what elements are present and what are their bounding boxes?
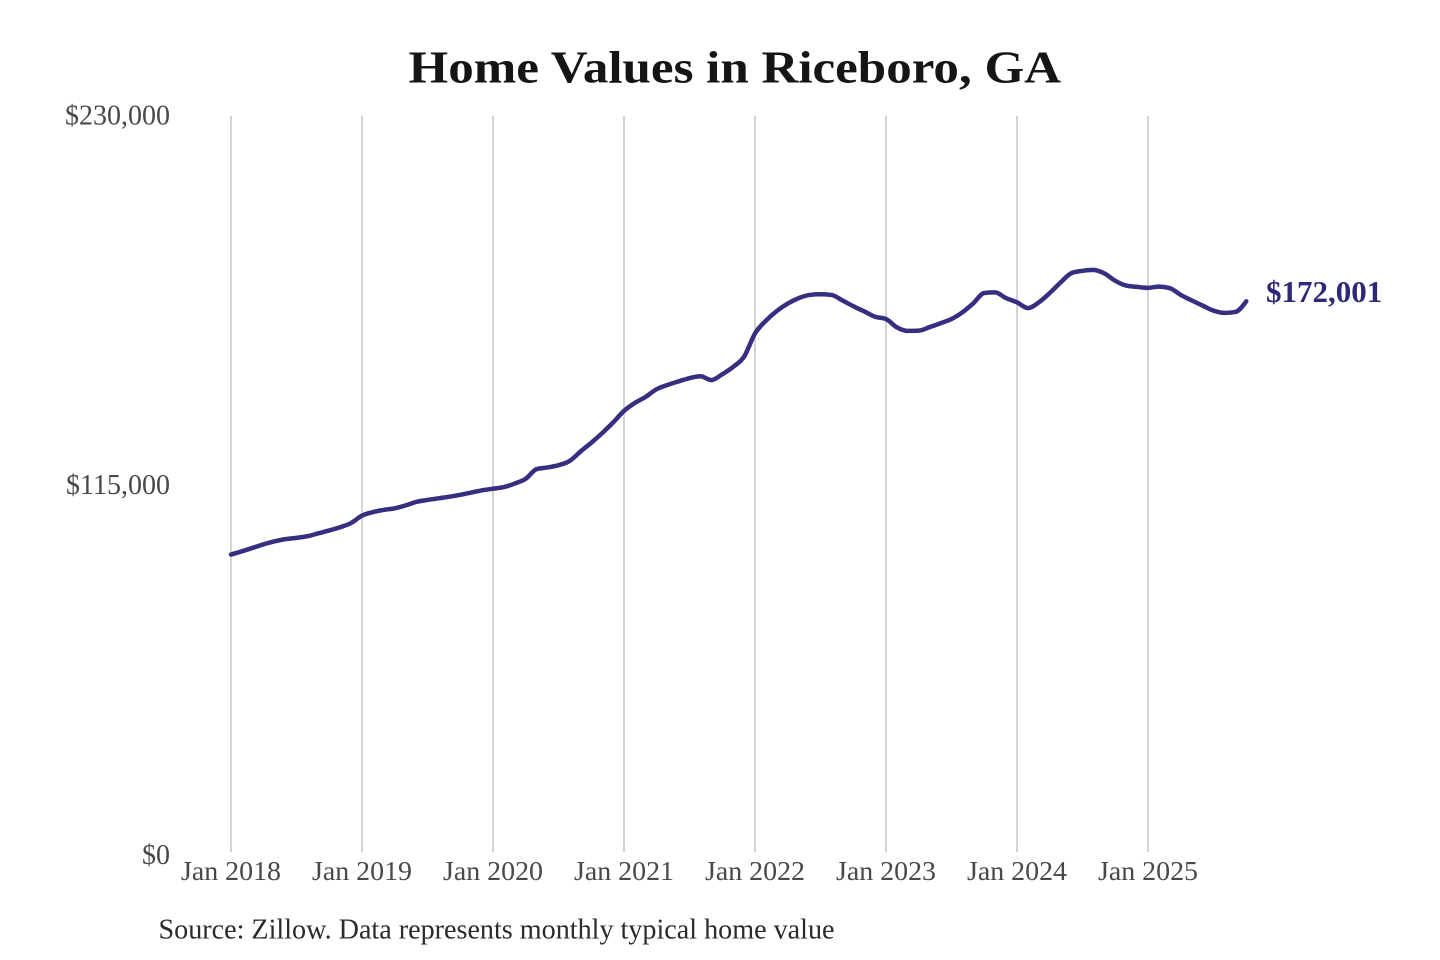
svg-text:Jan 2024: Jan 2024 bbox=[967, 856, 1068, 886]
svg-text:Jan 2018: Jan 2018 bbox=[181, 856, 281, 886]
svg-text:$115,000: $115,000 bbox=[66, 470, 170, 501]
svg-text:Jan 2019: Jan 2019 bbox=[312, 856, 412, 886]
svg-text:Jan 2023: Jan 2023 bbox=[836, 856, 936, 886]
svg-text:Jan 2020: Jan 2020 bbox=[443, 856, 543, 886]
svg-text:Source: Zillow. Data represent: Source: Zillow. Data represents monthly … bbox=[159, 915, 835, 946]
svg-text:$172,001: $172,001 bbox=[1266, 274, 1382, 309]
svg-text:$230,000: $230,000 bbox=[65, 101, 170, 132]
svg-text:Jan 2025: Jan 2025 bbox=[1098, 856, 1198, 886]
svg-text:Home Values in Riceboro, GA: Home Values in Riceboro, GA bbox=[409, 42, 1062, 93]
svg-text:Jan 2022: Jan 2022 bbox=[705, 856, 805, 886]
svg-text:Jan 2021: Jan 2021 bbox=[574, 856, 674, 886]
svg-text:$0: $0 bbox=[142, 840, 170, 871]
